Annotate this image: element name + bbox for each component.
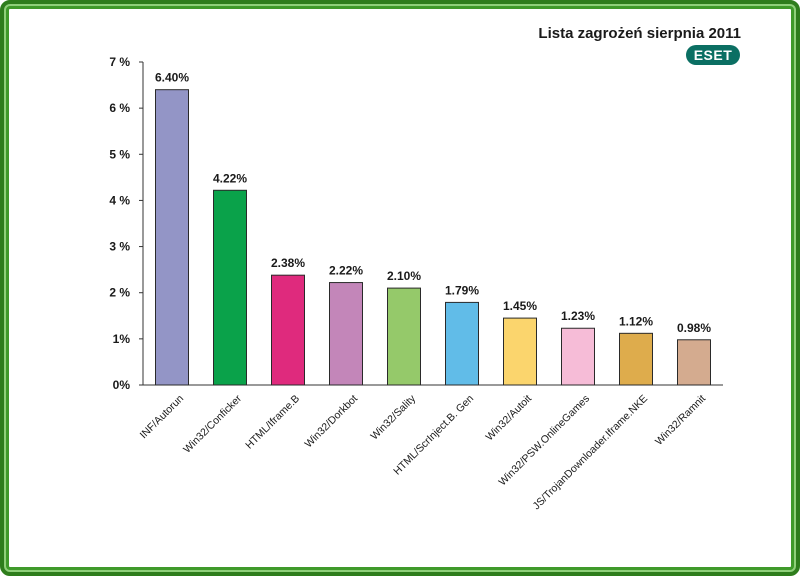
data-label: 6.40% xyxy=(155,71,189,85)
bar xyxy=(155,89,189,386)
bar xyxy=(213,189,247,386)
category-label: Win32/Ramnit xyxy=(653,393,708,448)
data-label: 1.12% xyxy=(619,314,653,328)
chart-title: Lista zagrożeń sierpnia 2011 xyxy=(538,25,741,42)
category-label: Win32/Conficker xyxy=(181,392,244,455)
data-labels: 6.40% 4.22% 2.38% 2.22% 2.10% 1.79% 1.45% 1.23%… xyxy=(155,71,711,335)
category-label: HTML/Iframe.B xyxy=(243,393,302,452)
data-label: 1.23% xyxy=(561,309,595,323)
data-label: 2.10% xyxy=(387,269,421,283)
bar xyxy=(329,282,363,386)
category-label: INF/Autorun xyxy=(138,393,187,442)
category-label: Win32/Dorkbot xyxy=(303,393,361,451)
data-label: 2.38% xyxy=(271,256,305,270)
y-tick-label: 6 % xyxy=(109,101,130,115)
bar xyxy=(619,332,653,386)
bar xyxy=(387,287,421,386)
category-label: JS/TrojanDownloader.Iframe.NKE xyxy=(530,393,650,513)
bar xyxy=(271,274,305,386)
eset-logo-badge xyxy=(686,45,740,65)
bar xyxy=(445,301,479,386)
y-tick-label: 3 % xyxy=(109,240,130,254)
data-label: 0.98% xyxy=(677,321,711,335)
y-tick-label: 4 % xyxy=(109,193,130,207)
y-axis: 0% 1% 2 % 3 % 4 % 5 % 6 % 7 % xyxy=(109,55,723,392)
category-label: Win32/Sality xyxy=(368,392,418,442)
y-tick-label: 2 % xyxy=(109,286,130,300)
data-label: 1.79% xyxy=(445,283,479,297)
y-tick-label: 1% xyxy=(113,332,131,346)
eset-logo-text: ESET xyxy=(694,47,733,63)
data-label: 1.45% xyxy=(503,299,537,313)
eset-logo: ESET xyxy=(686,45,740,65)
data-label: 2.22% xyxy=(329,264,363,278)
y-tick-label: 7 % xyxy=(109,55,130,69)
bar xyxy=(561,327,595,386)
bars xyxy=(155,89,711,386)
y-tick-label: 0% xyxy=(113,378,131,392)
category-label: Win32/Autoit xyxy=(484,393,535,444)
data-label: 4.22% xyxy=(213,171,247,185)
y-tick-label: 5 % xyxy=(109,147,130,161)
bar xyxy=(503,317,537,386)
bar xyxy=(677,339,711,386)
